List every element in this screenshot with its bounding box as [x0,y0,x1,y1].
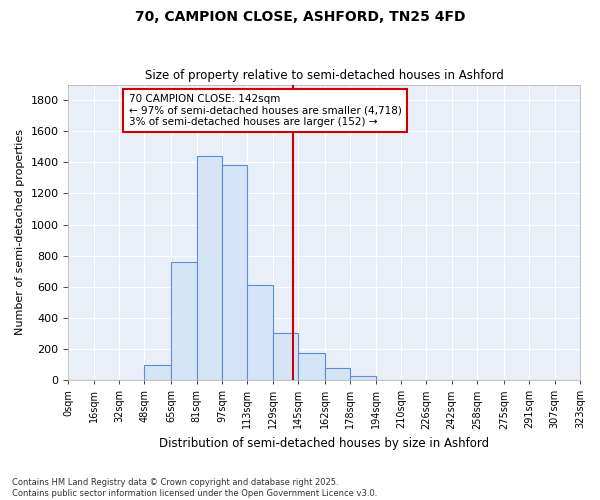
Bar [298,353,325,380]
Text: 70, CAMPION CLOSE, ASHFORD, TN25 4FD: 70, CAMPION CLOSE, ASHFORD, TN25 4FD [135,10,465,24]
Y-axis label: Number of semi-detached properties: Number of semi-detached properties [15,130,25,336]
Bar [247,285,273,380]
Bar [273,334,298,380]
Bar [172,262,197,380]
Bar [222,166,247,380]
Title: Size of property relative to semi-detached houses in Ashford: Size of property relative to semi-detach… [145,69,503,82]
Bar [145,364,172,380]
Text: Contains HM Land Registry data © Crown copyright and database right 2025.
Contai: Contains HM Land Registry data © Crown c… [12,478,377,498]
Text: 70 CAMPION CLOSE: 142sqm
← 97% of semi-detached houses are smaller (4,718)
3% of: 70 CAMPION CLOSE: 142sqm ← 97% of semi-d… [128,94,401,127]
Bar [350,376,376,380]
X-axis label: Distribution of semi-detached houses by size in Ashford: Distribution of semi-detached houses by … [159,437,489,450]
Bar [197,156,222,380]
Bar [325,368,350,380]
